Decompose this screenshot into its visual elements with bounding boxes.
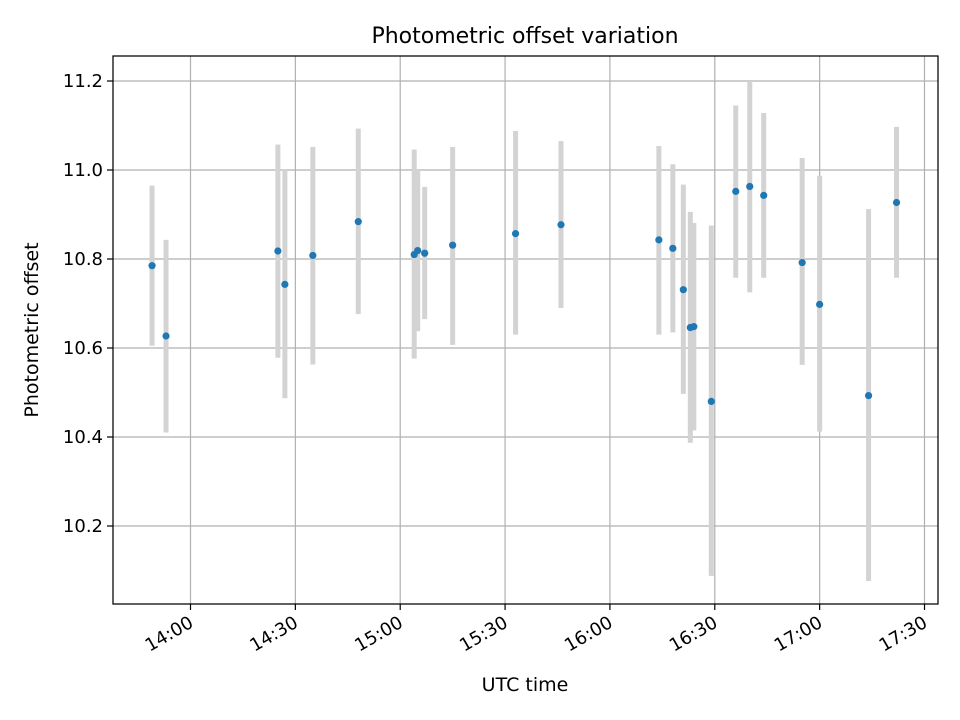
data-point (707, 397, 715, 405)
y-tick-label: 10.4 (63, 427, 103, 448)
x-tick-label: 16:30 (666, 612, 721, 656)
data-point (760, 191, 768, 199)
data-point (557, 221, 565, 229)
data-point (798, 258, 806, 267)
x-tick-label: 15:00 (351, 612, 406, 656)
y-tick-label: 11.0 (63, 160, 103, 181)
data-point (421, 249, 429, 257)
data-point (892, 198, 901, 207)
x-axis-label: UTC time (482, 674, 569, 696)
y-tick-label: 10.6 (63, 338, 103, 359)
y-axis-ticks: 10.2 10.4 10.6 10.8 11.0 11.2 (63, 71, 113, 537)
plot-frame (112, 55, 939, 605)
y-tick-label: 10.8 (63, 249, 103, 270)
x-tick-label: 15:30 (456, 612, 511, 656)
data-point (655, 236, 663, 244)
data-point (148, 262, 156, 270)
x-tick-label: 14:00 (142, 612, 197, 656)
x-axis-ticks: 14:00 14:30 15:00 15:30 16:00 16:30 17:00 17:30 (142, 604, 931, 656)
data-point (309, 251, 317, 260)
y-axis-label: Photometric offset (21, 242, 43, 417)
x-tick-label: 14:30 (246, 612, 301, 656)
data-point (679, 286, 687, 294)
data-point (354, 218, 362, 226)
data-point (864, 392, 873, 400)
data-point (511, 230, 520, 238)
data-point (669, 244, 677, 252)
data-point (281, 280, 289, 288)
data-point (274, 247, 282, 255)
data-point (732, 187, 740, 195)
chart-title: Photometric offset variation (371, 24, 678, 49)
data-point (690, 323, 698, 331)
y-tick-label: 10.2 (63, 516, 103, 537)
x-tick-label: 16:00 (561, 612, 616, 656)
data-point (746, 182, 754, 191)
data-points (148, 182, 901, 405)
data-point (449, 241, 457, 249)
data-point (816, 300, 824, 308)
x-tick-label: 17:00 (771, 612, 826, 656)
data-point (414, 246, 422, 255)
x-tick-label: 17:30 (876, 612, 931, 656)
data-point (162, 332, 170, 340)
grid-lines (113, 56, 938, 604)
y-tick-label: 11.2 (63, 71, 103, 92)
error-bars (149, 81, 900, 582)
